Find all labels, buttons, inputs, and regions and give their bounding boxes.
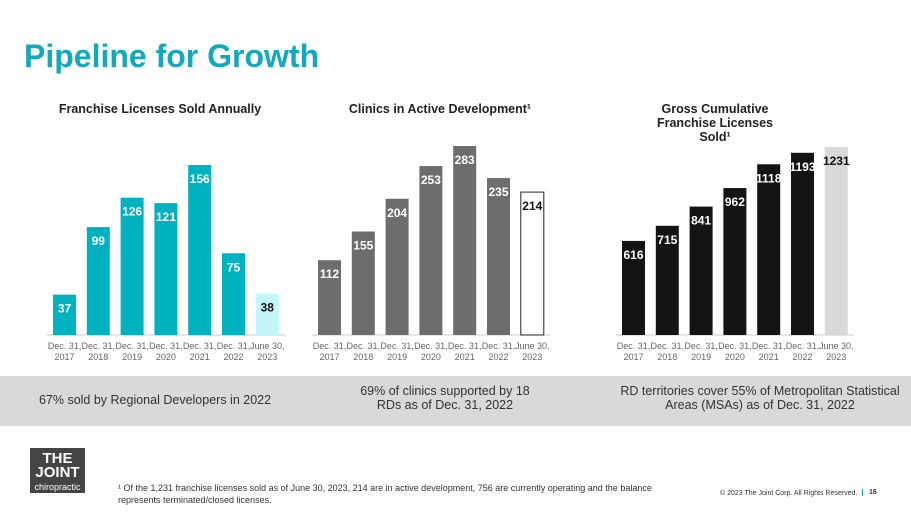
data-label: 121	[156, 210, 176, 224]
chart-title-licenses: Franchise Licenses Sold Annually	[58, 102, 262, 116]
tick-label: 2018	[353, 352, 373, 362]
bar	[351, 231, 375, 335]
tick-label: 2018	[657, 352, 677, 362]
tick-label: 2017	[623, 352, 643, 362]
bar	[723, 188, 747, 335]
bar	[188, 165, 212, 335]
company-logo: THE JOINT chiropractic	[30, 448, 85, 493]
page-number: 16	[862, 489, 877, 496]
data-label: 962	[725, 195, 745, 209]
tick-label: Dec. 31,	[752, 341, 786, 351]
tick-label: 2017	[319, 352, 339, 362]
tick-label: Dec. 31,	[482, 341, 516, 351]
tick-label: Dec. 31,	[448, 341, 482, 351]
bar	[791, 152, 814, 335]
tick-label: 2022	[223, 352, 243, 362]
tick-label: 2019	[387, 352, 407, 362]
bar	[53, 294, 76, 335]
tick-label: 2022	[792, 352, 812, 362]
footnote: ¹ Of the 1,231 franchise licenses sold a…	[118, 483, 652, 505]
data-label: 715	[657, 233, 677, 247]
tick-label: 2018	[88, 352, 108, 362]
data-label: 841	[691, 214, 711, 228]
bar	[689, 206, 713, 335]
data-label: 283	[455, 153, 475, 167]
tick-label: Dec. 31,	[183, 341, 217, 351]
data-label: 1193	[789, 160, 815, 174]
bar	[655, 225, 679, 335]
bar	[318, 260, 341, 335]
chart-title-cumulative: Gross Cumulative Franchise Licenses Sold…	[656, 102, 774, 144]
tick-label: Dec. 31,	[347, 341, 381, 351]
tick-label: June 30,	[515, 341, 550, 351]
tick-label: 2019	[691, 352, 711, 362]
data-label: 204	[387, 206, 407, 220]
copyright: © 2023 The Joint Corp. All Rights Reserv…	[720, 490, 858, 497]
page-title: Pipeline for Growth	[24, 38, 320, 74]
tick-label: 2022	[488, 352, 508, 362]
tick-label: 2023	[257, 352, 277, 362]
tick-label: Dec. 31,	[380, 341, 414, 351]
bar	[622, 240, 645, 335]
info-band	[0, 376, 911, 426]
bar	[487, 178, 510, 335]
data-label: 235	[488, 185, 508, 199]
band-text-2: 69% of clinics supported by 18 RDs as of…	[360, 384, 530, 412]
tick-label: Dec. 31,	[617, 341, 651, 351]
tick-label: Dec. 31,	[48, 341, 82, 351]
data-label: 1118	[756, 171, 782, 185]
tick-label: 2023	[826, 352, 846, 362]
tick-label: 2021	[455, 352, 475, 362]
bar	[222, 253, 245, 335]
data-label: 37	[58, 302, 72, 316]
tick-label: 2021	[190, 352, 210, 362]
tick-label: Dec. 31,	[414, 341, 448, 351]
data-label: 214	[522, 199, 542, 213]
band-text-1: 67% sold by Regional Developers in 2022	[38, 393, 272, 407]
data-label: 38	[261, 301, 275, 315]
data-label: 616	[623, 248, 643, 262]
bar	[520, 191, 545, 336]
tick-label: June 30,	[250, 341, 285, 351]
tick-label: Dec. 31,	[115, 341, 149, 351]
bar	[154, 203, 178, 335]
tick-label: 2021	[759, 352, 779, 362]
data-label: 1231	[823, 154, 850, 168]
data-label: 155	[353, 238, 373, 252]
chart-title-clinics: Clinics in Active Development¹	[348, 102, 532, 116]
data-label: 126	[122, 205, 142, 219]
tick-label: 2020	[421, 352, 441, 362]
tick-label: Dec. 31,	[82, 341, 116, 351]
bar	[453, 146, 477, 335]
tick-label: Dec. 31,	[786, 341, 820, 351]
bar	[419, 166, 443, 335]
bar	[86, 227, 110, 335]
tick-label: 2017	[54, 352, 74, 362]
bar	[120, 197, 144, 335]
tick-label: June 30,	[819, 341, 854, 351]
bar	[757, 164, 781, 335]
tick-label: Dec. 31,	[718, 341, 752, 351]
tick-label: 2023	[522, 352, 542, 362]
band-text-3: RD territories cover 55% of Metropolitan…	[620, 384, 900, 412]
tick-label: 2020	[156, 352, 176, 362]
data-label: 112	[320, 267, 340, 281]
tick-label: 2020	[725, 352, 745, 362]
tick-label: Dec. 31,	[313, 341, 347, 351]
bar	[824, 147, 848, 335]
data-label: 75	[227, 260, 241, 274]
data-label: 253	[421, 173, 441, 187]
bar	[385, 198, 409, 335]
bar	[255, 293, 279, 335]
tick-label: Dec. 31,	[684, 341, 718, 351]
tick-label: Dec. 31,	[651, 341, 685, 351]
tick-label: Dec. 31,	[217, 341, 251, 351]
tick-label: 2019	[122, 352, 142, 362]
tick-label: Dec. 31,	[149, 341, 183, 351]
data-label: 156	[190, 172, 210, 186]
data-label: 99	[92, 234, 106, 248]
